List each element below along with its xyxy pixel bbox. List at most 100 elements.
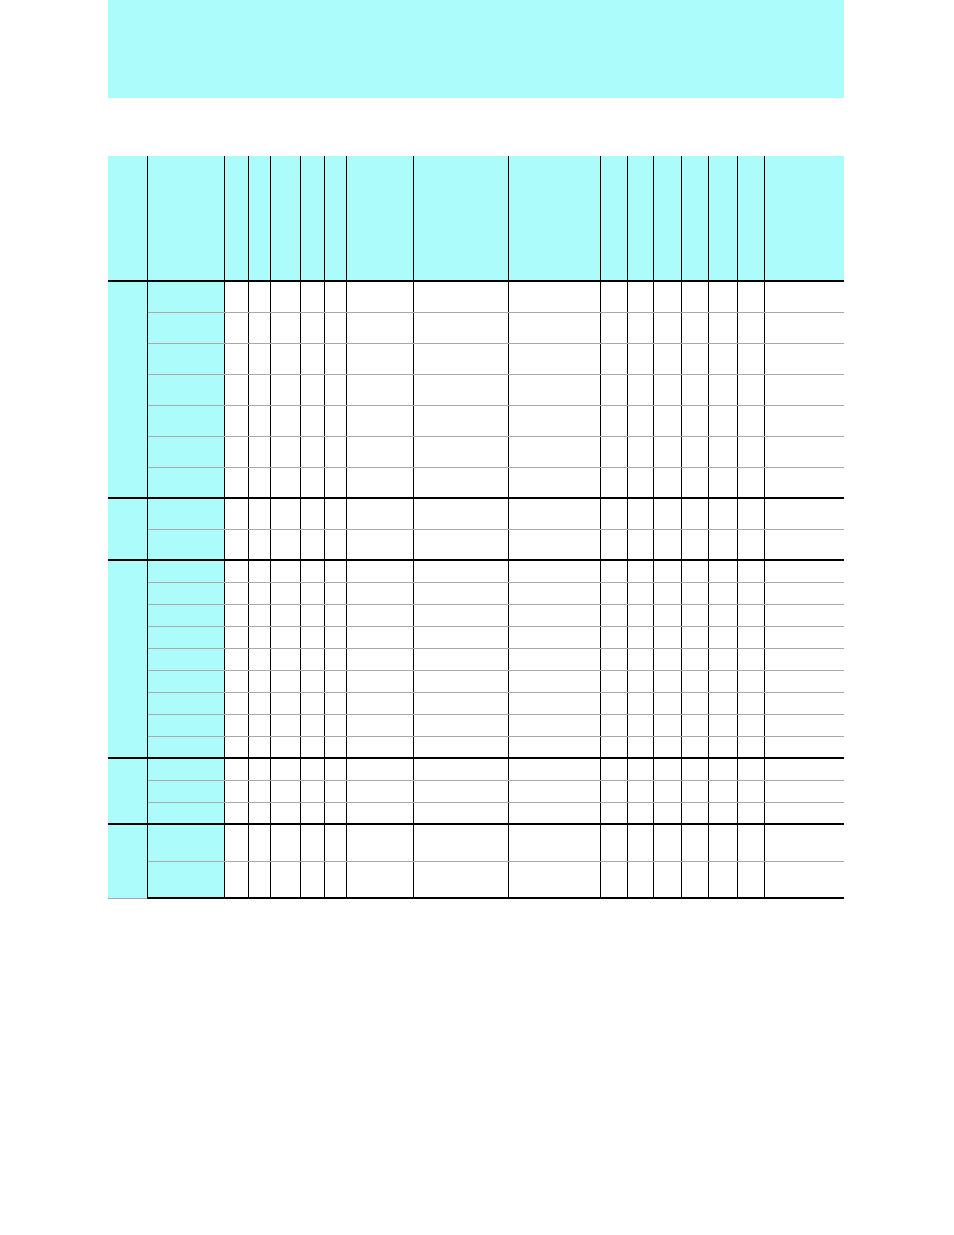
cell-g2-r2-c10 xyxy=(600,604,627,626)
cell-g0-r3-c15 xyxy=(737,374,764,405)
cell-g2-r8-c13 xyxy=(681,736,708,758)
cell-g2-r0-c9 xyxy=(508,560,600,582)
cell-g0-r1-c12 xyxy=(653,312,681,343)
cell-g2-r8-c16 xyxy=(764,736,844,758)
cell-g1-r0-c5 xyxy=(300,498,324,529)
cell-g2-r0-c15 xyxy=(737,560,764,582)
cell-g0-r5-c13 xyxy=(681,436,708,467)
cell-g4-r0-c12 xyxy=(653,824,681,861)
cell-g2-r1-c6 xyxy=(324,582,346,604)
cell-g2-r0-c5 xyxy=(300,560,324,582)
cell-g2-r5-c7 xyxy=(346,670,413,692)
row-label-g0-r4-c1 xyxy=(147,405,224,436)
cell-g2-r2-c16 xyxy=(764,604,844,626)
cell-g0-r0-c5 xyxy=(300,281,324,312)
cell-g2-r2-c11 xyxy=(627,604,653,626)
cell-g2-r6-c12 xyxy=(653,692,681,714)
cell-g3-r2-c6 xyxy=(324,802,346,824)
cell-g1-r0-c3 xyxy=(248,498,270,529)
row-label-g2-r5-c1 xyxy=(147,670,224,692)
cell-g2-r3-c10 xyxy=(600,626,627,648)
cell-g0-r3-c4 xyxy=(270,374,300,405)
cell-g0-r4-c10 xyxy=(600,405,627,436)
cell-g2-r4-c13 xyxy=(681,648,708,670)
column-header-10 xyxy=(600,156,627,281)
cell-g0-r1-c5 xyxy=(300,312,324,343)
cell-g0-r3-c7 xyxy=(346,374,413,405)
cell-g0-r3-c6 xyxy=(324,374,346,405)
cell-g0-r2-c12 xyxy=(653,343,681,374)
column-header-11 xyxy=(627,156,653,281)
cell-g0-r5-c7 xyxy=(346,436,413,467)
cell-g0-r6-c2 xyxy=(224,467,248,498)
cell-g2-r7-c10 xyxy=(600,714,627,736)
cell-g2-r5-c11 xyxy=(627,670,653,692)
cell-g2-r7-c8 xyxy=(413,714,508,736)
cell-g1-r1-c6 xyxy=(324,529,346,560)
cell-g3-r1-c14 xyxy=(708,780,737,802)
cell-g2-r0-c8 xyxy=(413,560,508,582)
cell-g2-r2-c3 xyxy=(248,604,270,626)
cell-g0-r4-c2 xyxy=(224,405,248,436)
cell-g2-r5-c2 xyxy=(224,670,248,692)
cell-g4-r0-c5 xyxy=(300,824,324,861)
cell-g0-r4-c7 xyxy=(346,405,413,436)
cell-g2-r5-c4 xyxy=(270,670,300,692)
cell-g3-r0-c5 xyxy=(300,758,324,780)
cell-g2-r0-c14 xyxy=(708,560,737,582)
cell-g2-r5-c13 xyxy=(681,670,708,692)
cell-g1-r0-c6 xyxy=(324,498,346,529)
cell-g0-r0-c4 xyxy=(270,281,300,312)
column-header-13 xyxy=(681,156,708,281)
cell-g0-r1-c16 xyxy=(764,312,844,343)
row-label-g0-r1-c1 xyxy=(147,312,224,343)
cell-g4-r1-c13 xyxy=(681,861,708,898)
cell-g0-r1-c8 xyxy=(413,312,508,343)
cell-g4-r1-c4 xyxy=(270,861,300,898)
cell-g0-r0-c10 xyxy=(600,281,627,312)
cell-g0-r2-c16 xyxy=(764,343,844,374)
cell-g0-r6-c6 xyxy=(324,467,346,498)
cell-g2-r4-c9 xyxy=(508,648,600,670)
cell-g2-r1-c11 xyxy=(627,582,653,604)
cell-g2-r2-c6 xyxy=(324,604,346,626)
cell-g0-r6-c7 xyxy=(346,467,413,498)
cell-g0-r5-c6 xyxy=(324,436,346,467)
column-header-7 xyxy=(346,156,413,281)
cell-g4-r1-c7 xyxy=(346,861,413,898)
cell-g2-r7-c11 xyxy=(627,714,653,736)
cell-g0-r3-c12 xyxy=(653,374,681,405)
cell-g2-r3-c9 xyxy=(508,626,600,648)
cell-g2-r2-c13 xyxy=(681,604,708,626)
cell-g2-r4-c2 xyxy=(224,648,248,670)
cell-g0-r4-c11 xyxy=(627,405,653,436)
cell-g2-r7-c2 xyxy=(224,714,248,736)
column-header-12 xyxy=(653,156,681,281)
cell-g4-r0-c3 xyxy=(248,824,270,861)
cell-g1-r0-c2 xyxy=(224,498,248,529)
cell-g2-r0-c12 xyxy=(653,560,681,582)
cell-g2-r2-c4 xyxy=(270,604,300,626)
cell-g0-r3-c14 xyxy=(708,374,737,405)
cell-g2-r1-c12 xyxy=(653,582,681,604)
cell-g0-r4-c12 xyxy=(653,405,681,436)
cell-g3-r0-c3 xyxy=(248,758,270,780)
cell-g0-r6-c16 xyxy=(764,467,844,498)
cell-g0-r3-c5 xyxy=(300,374,324,405)
cell-g0-r5-c2 xyxy=(224,436,248,467)
cell-g3-r0-c6 xyxy=(324,758,346,780)
cell-g4-r0-c7 xyxy=(346,824,413,861)
cell-g3-r0-c14 xyxy=(708,758,737,780)
cell-g3-r1-c10 xyxy=(600,780,627,802)
cell-g0-r1-c6 xyxy=(324,312,346,343)
cell-g3-r1-c11 xyxy=(627,780,653,802)
cell-g0-r4-c14 xyxy=(708,405,737,436)
cell-g2-r0-c2 xyxy=(224,560,248,582)
cell-g2-r1-c3 xyxy=(248,582,270,604)
cell-g1-r1-c3 xyxy=(248,529,270,560)
cell-g2-r4-c11 xyxy=(627,648,653,670)
cell-g0-r0-c9 xyxy=(508,281,600,312)
cell-g2-r7-c15 xyxy=(737,714,764,736)
cell-g3-r1-c7 xyxy=(346,780,413,802)
cell-g0-r6-c11 xyxy=(627,467,653,498)
